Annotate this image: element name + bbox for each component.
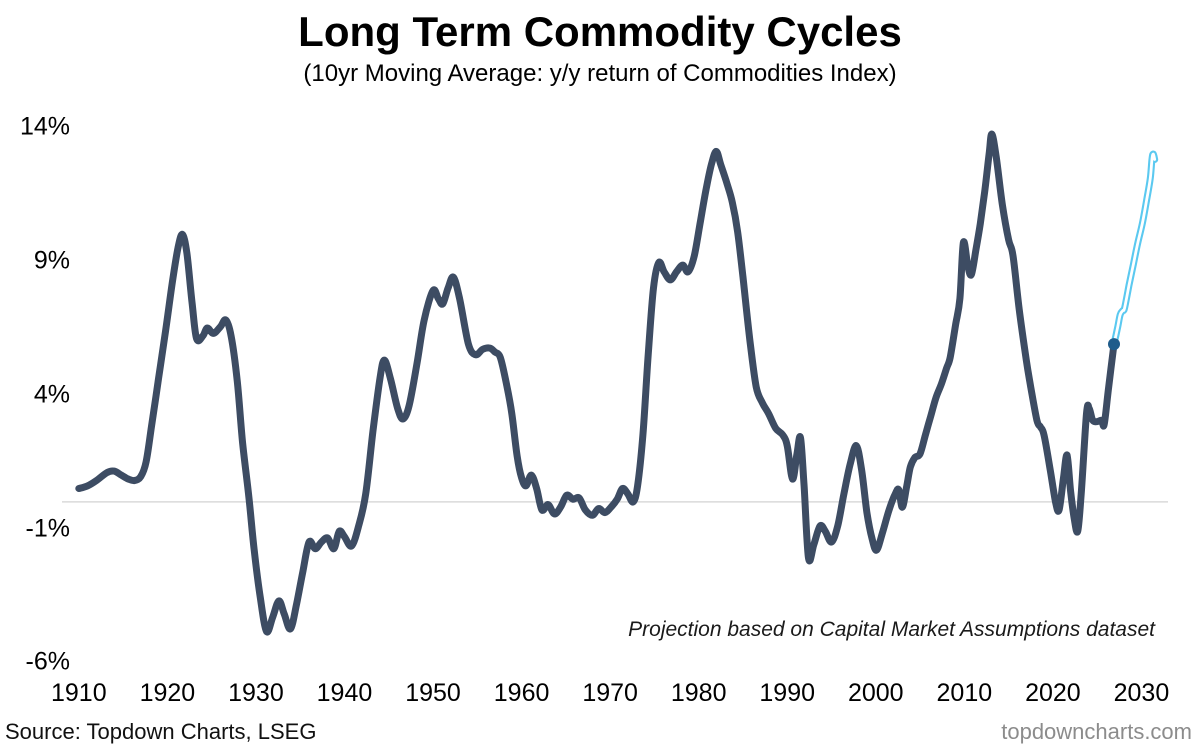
y-tick-label: 14%	[19, 112, 70, 141]
x-tick-label: 1970	[582, 679, 638, 707]
chart-subtitle: (10yr Moving Average: y/y return of Comm…	[303, 60, 897, 87]
source-note: Source: Topdown Charts, LSEG	[5, 719, 317, 744]
projection-annotation: Projection based on Capital Market Assum…	[628, 618, 1155, 641]
y-tick-label: 4%	[33, 380, 70, 409]
x-tick-label: 1960	[493, 679, 550, 707]
y-tick-label: -1%	[25, 514, 70, 543]
x-tick-label: 1950	[405, 679, 461, 707]
x-tick-label: 1980	[670, 679, 727, 707]
y-tick-label: -6%	[25, 647, 70, 676]
x-tick-label: 1910	[51, 679, 107, 707]
x-tick-label: 1940	[316, 679, 373, 707]
history-line	[75, 130, 1118, 636]
x-tick-label: 1930	[228, 679, 284, 707]
x-tick-label: 1920	[139, 679, 196, 707]
x-tick-label: 1990	[759, 679, 816, 707]
y-tick-label: 9%	[33, 246, 70, 275]
x-tick-label: 2000	[847, 679, 904, 707]
chart-title: Long Term Commodity Cycles	[298, 8, 902, 55]
x-tick-label: 2010	[936, 679, 993, 707]
watermark: topdowncharts.com	[1001, 719, 1192, 744]
projection-junction-dot	[1108, 338, 1120, 351]
x-tick-label: 2030	[1113, 679, 1170, 707]
projection-line-core	[1112, 152, 1157, 346]
x-tick-label: 2020	[1025, 679, 1081, 707]
